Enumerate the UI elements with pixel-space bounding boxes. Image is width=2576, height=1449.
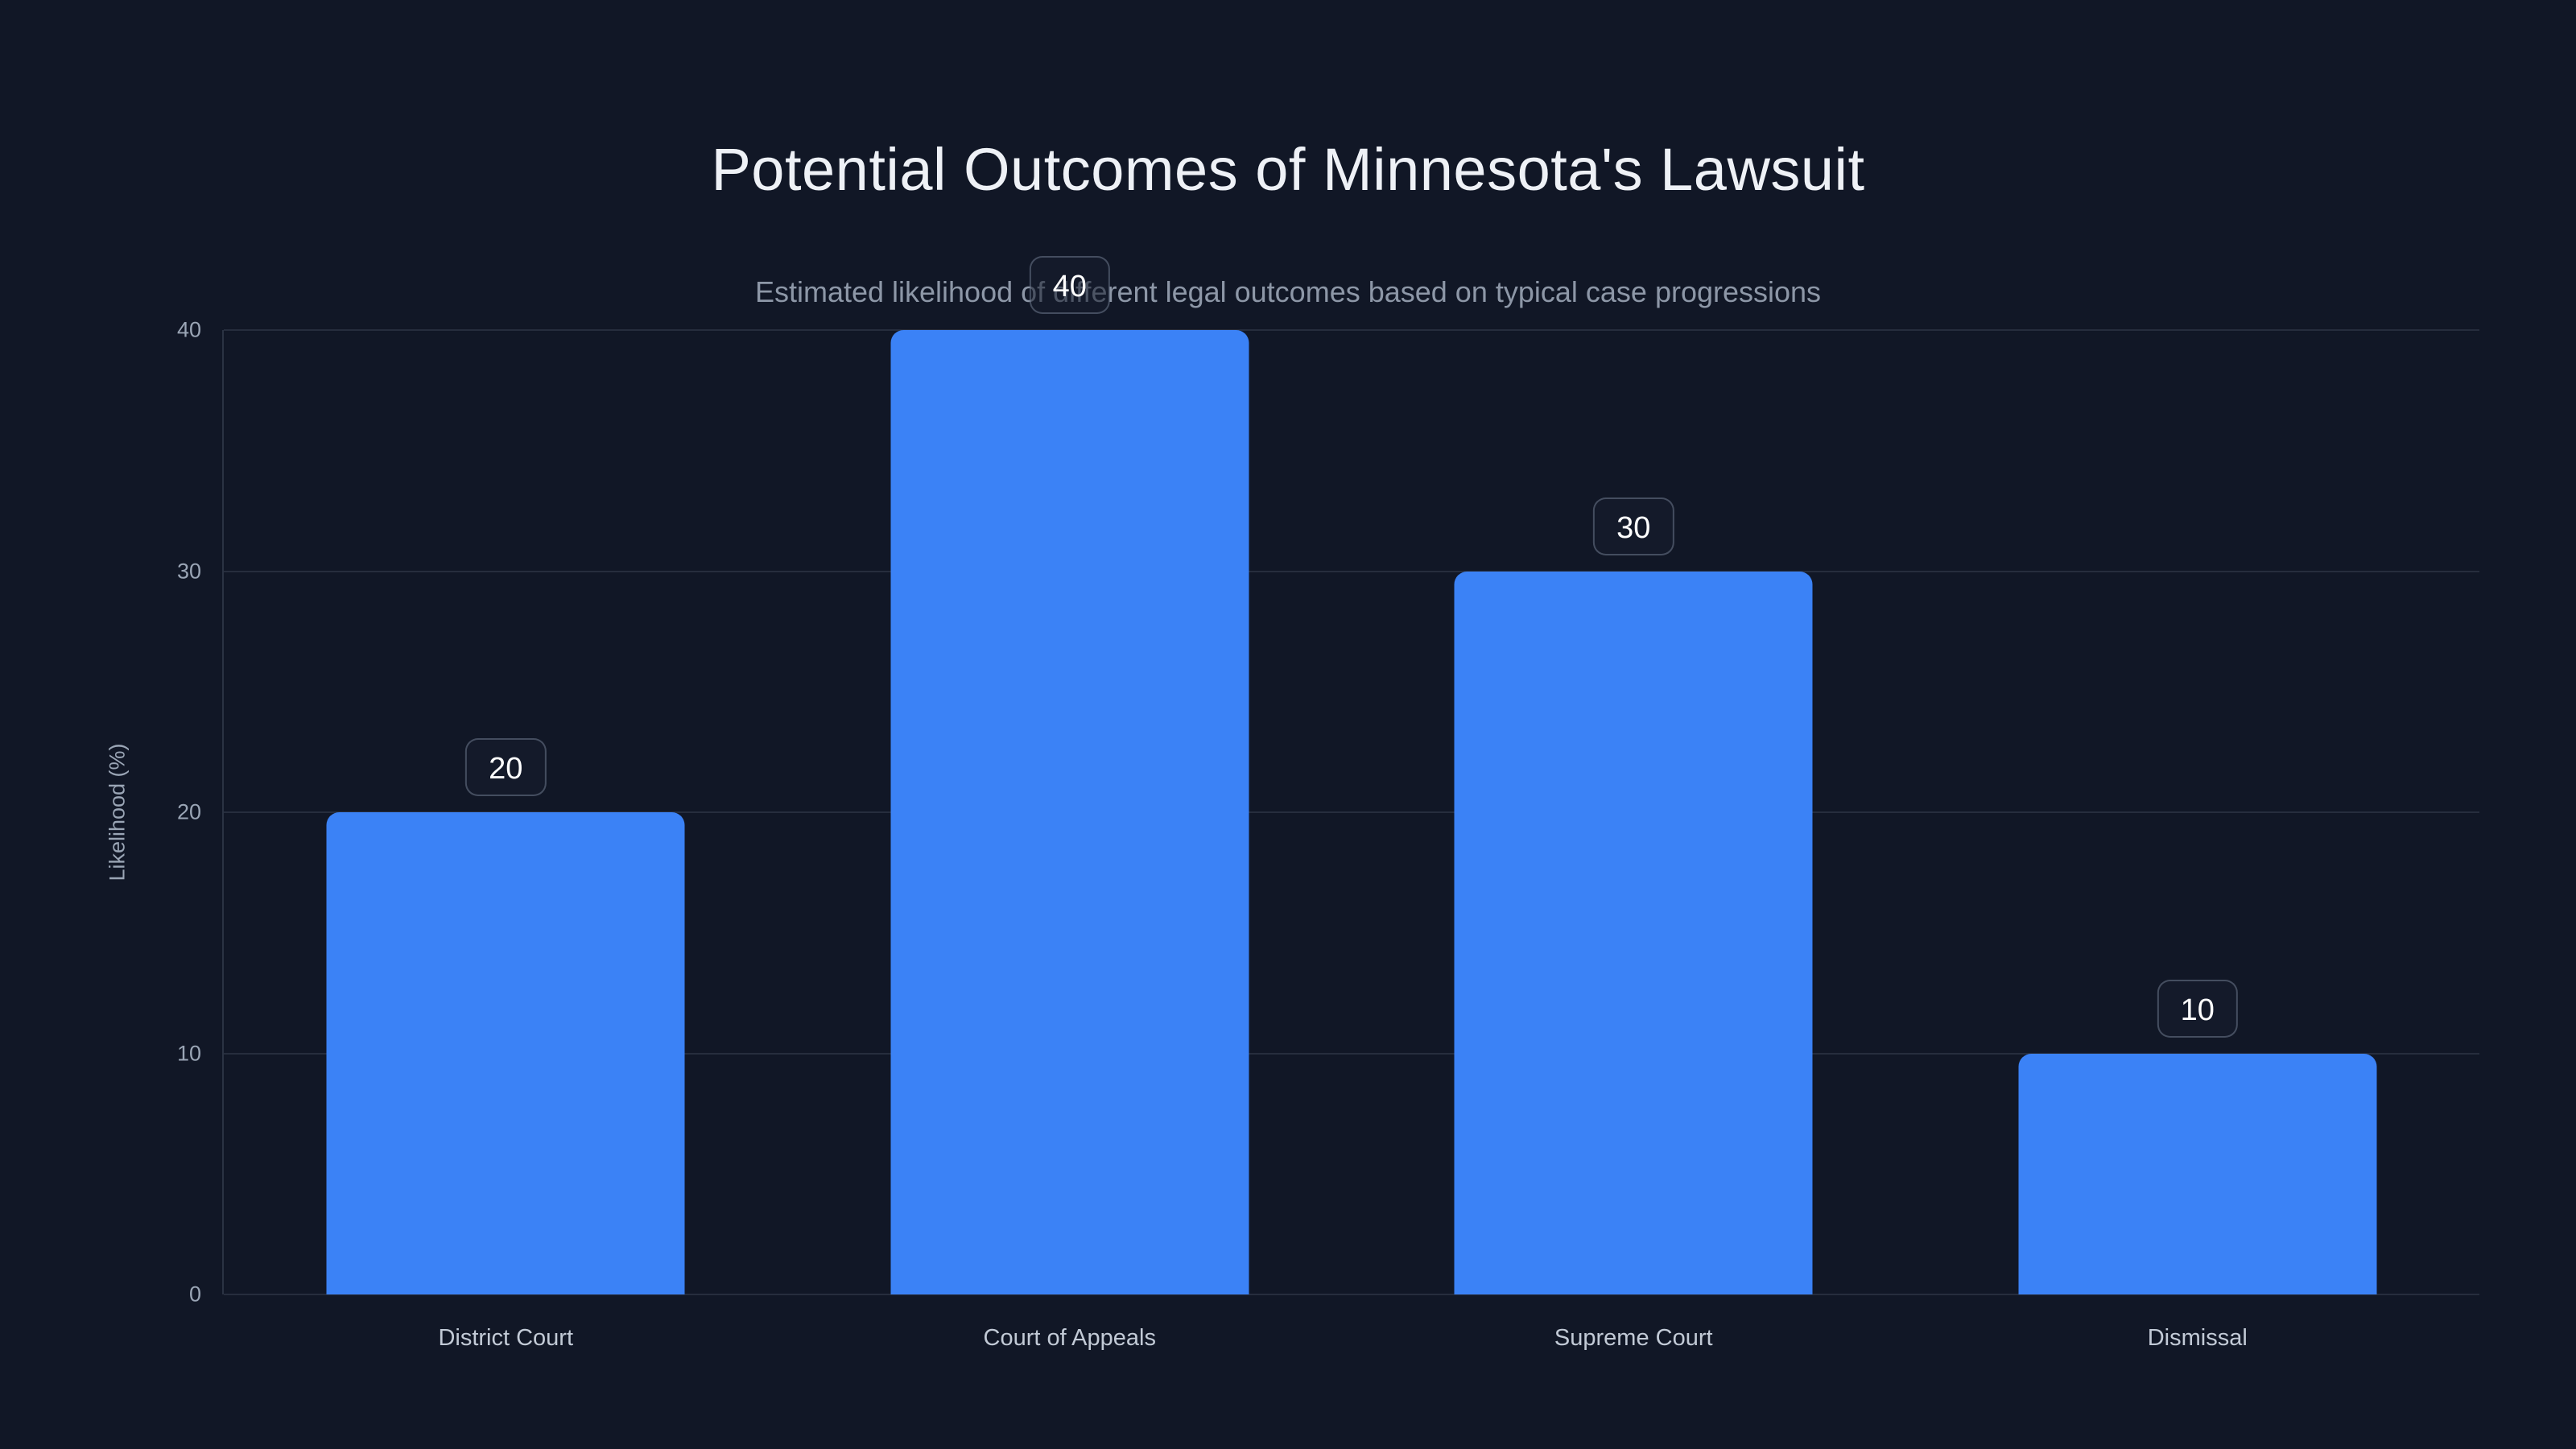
y-axis-title: Likelihood (%) [105, 743, 130, 881]
bar-supreme-court [1454, 571, 1813, 1294]
y-tick-label-30: 30 [176, 559, 201, 583]
bar-slot-dismissal: 10 Dismissal [1916, 330, 2480, 1351]
value-badge-dismissal: 10 [2157, 979, 2238, 1038]
x-axis-label-court-of-appeals: Court of Appeals [983, 1325, 1156, 1351]
page-title: Potential Outcomes of Minnesota's Lawsui… [711, 135, 1865, 203]
y-tick-label-20: 20 [176, 799, 201, 824]
x-axis-label-dismissal: Dismissal [2147, 1325, 2248, 1351]
value-badge-court-of-appeals: 40 [1029, 256, 1110, 314]
gridline-20 [224, 811, 2479, 813]
bar-district-court [326, 812, 685, 1294]
bar-court-of-appeals [890, 330, 1249, 1294]
x-axis-label-district-court: District Court [438, 1325, 574, 1351]
value-badge-supreme-court: 30 [1593, 497, 1674, 555]
y-tick-label-0: 0 [188, 1282, 201, 1307]
bar-slot-district-court: 20 District Court [224, 330, 788, 1351]
y-tick-label-10: 10 [176, 1041, 201, 1065]
bar-chart-plot-area: 0 10 20 30 40 20 District Court 40 Court of App… [177, 256, 2480, 1351]
x-axis-label-supreme-court: Supreme Court [1554, 1325, 1713, 1351]
gridline-10 [224, 1052, 2479, 1055]
gridline-30 [224, 570, 2479, 572]
y-axis-line [222, 330, 224, 1294]
bar-dismissal [2018, 1053, 2377, 1294]
bar-slots: 20 District Court 40 Court of Appeals 30 Supr… [224, 256, 2480, 1351]
y-tick-label-40: 40 [176, 317, 201, 342]
gridline-0 [224, 1294, 2479, 1295]
bar-slot-supreme-court: 30 Supreme Court [1352, 330, 1916, 1351]
bar-slot-court-of-appeals: 40 Court of Appeals [788, 256, 1352, 1351]
value-badge-district-court: 20 [465, 738, 547, 796]
gridline-40 [224, 329, 2479, 331]
page-subtitle: Estimated likelihood of different legal … [754, 275, 1822, 308]
